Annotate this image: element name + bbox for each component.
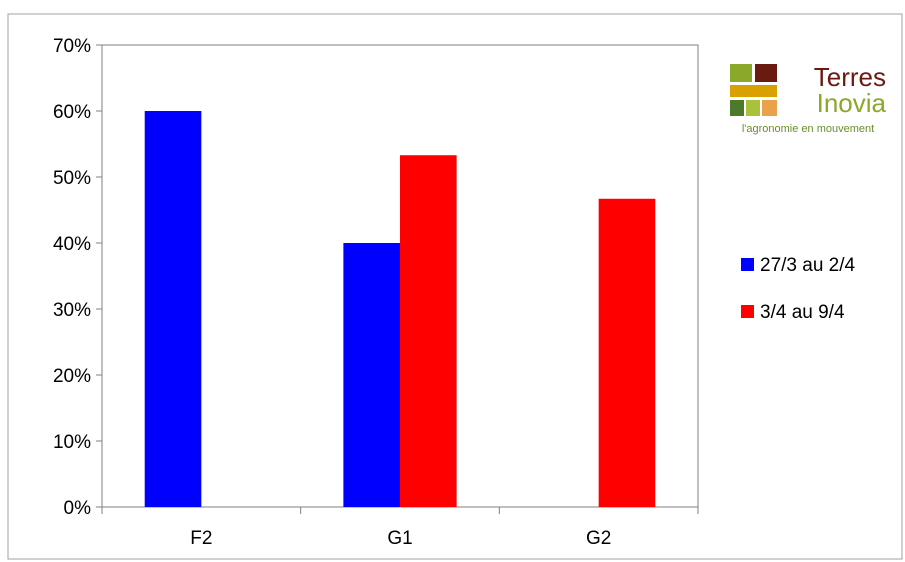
axis-layer: 0% 10% 20% 30% 40% 50% 60% 70% F2 G1 G2 bbox=[53, 36, 699, 549]
bars-layer bbox=[144, 111, 656, 507]
logo-square bbox=[730, 100, 744, 116]
x-tick-label: F2 bbox=[190, 528, 212, 549]
y-tick-label: 20% bbox=[53, 366, 91, 387]
bar-g2-series-2 bbox=[598, 198, 656, 507]
logo-line1: Terres bbox=[814, 62, 886, 92]
y-tick-label: 40% bbox=[53, 234, 91, 255]
logo-square bbox=[730, 64, 752, 82]
legend-swatch bbox=[741, 305, 754, 318]
y-tick-label: 60% bbox=[53, 102, 91, 123]
y-tick-label: 50% bbox=[53, 168, 91, 189]
logo-square bbox=[762, 100, 777, 116]
legend-label: 27/3 au 2/4 bbox=[760, 255, 856, 276]
logo-square bbox=[746, 100, 760, 116]
bar-g1-series-1 bbox=[343, 243, 400, 507]
logo-square bbox=[730, 85, 777, 97]
x-tick-label: G1 bbox=[387, 528, 412, 549]
bar-g1-series-2 bbox=[400, 155, 457, 507]
y-tick-label: 0% bbox=[64, 498, 92, 519]
y-tick-label: 70% bbox=[53, 36, 91, 57]
legend-label: 3/4 au 9/4 bbox=[760, 302, 845, 323]
bar-f2-series-1 bbox=[144, 111, 202, 507]
y-tick-label: 30% bbox=[53, 300, 91, 321]
x-tick-label: G2 bbox=[586, 528, 611, 549]
logo-line2: Inovia bbox=[817, 88, 887, 118]
legend: 27/3 au 2/4 3/4 au 9/4 bbox=[741, 255, 856, 323]
logo-tagline: l'agronomie en mouvement bbox=[742, 123, 874, 135]
logo-square bbox=[755, 64, 777, 82]
terres-inovia-logo: Terres Inovia l'agronomie en mouvement bbox=[730, 62, 887, 135]
y-tick-label: 10% bbox=[53, 432, 91, 453]
legend-swatch bbox=[741, 258, 754, 271]
